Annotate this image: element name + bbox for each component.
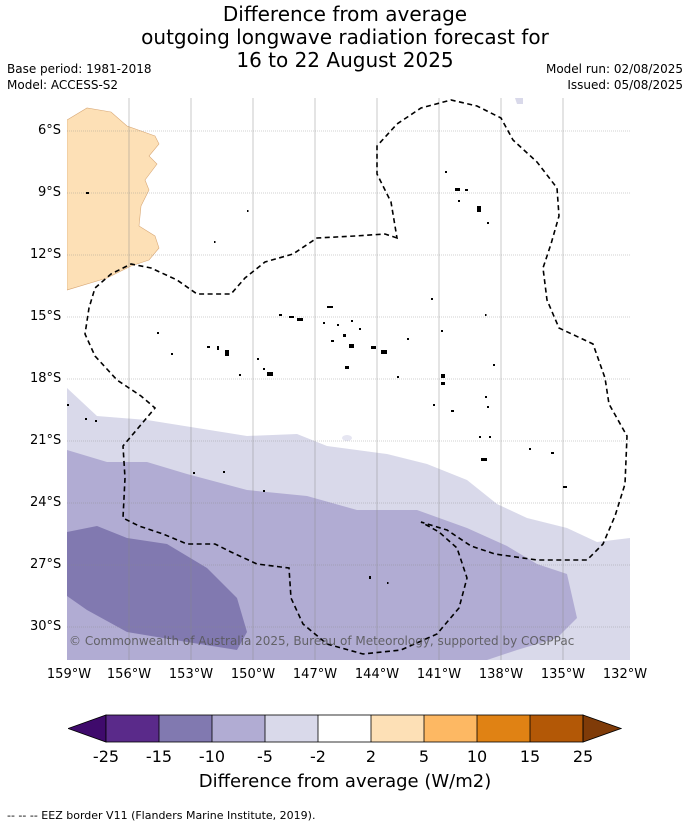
- anomaly-map: [67, 98, 630, 660]
- colorbar-tick-25: 25: [572, 747, 594, 766]
- copyright-notice: © Commonwealth of Australia 2025, Bureau…: [69, 634, 575, 648]
- title-line-3: 16 to 22 August 2025: [236, 48, 454, 72]
- eez-border: [84, 99, 628, 655]
- colorbar-frame: [105, 714, 584, 743]
- graticule: [67, 98, 630, 660]
- colorbar-tick-10: 10: [466, 747, 488, 766]
- shading-top-spot: [515, 98, 523, 104]
- colorbar-under-arrow: [68, 714, 107, 743]
- lon-label-135w: 135°W: [540, 667, 586, 682]
- lon-label-150w: 150°W: [230, 667, 276, 682]
- eez-legend-footer: -- -- -- EEZ border V11 (Flanders Marine…: [7, 809, 316, 822]
- lat-label-9s: 9°S: [37, 185, 61, 200]
- lon-label-132w: 132°W: [602, 667, 648, 682]
- colorbar-tick-neg5: -5: [257, 747, 273, 766]
- colorbar-tick-neg2: -2: [310, 747, 326, 766]
- lat-label-12s: 12°S: [30, 247, 62, 262]
- colorbar-bin-7: [424, 715, 477, 742]
- lat-label-30s: 30°S: [30, 619, 62, 634]
- colorbar-tick-neg15: -15: [145, 747, 173, 766]
- colorbar-tick-15: 15: [519, 747, 541, 766]
- lon-label-147w: 147°W: [292, 667, 338, 682]
- title-line-1: Difference from average: [222, 2, 468, 26]
- model-run-label: Model run: 02/08/2025: [545, 62, 683, 76]
- shading-neg-10-15: [67, 526, 247, 650]
- colorbar-bin-5: [318, 715, 371, 742]
- colorbar-bin-2: [159, 715, 212, 742]
- shading-spot: [342, 435, 352, 441]
- colorbar-bin-6: [371, 715, 424, 742]
- lon-label-159w: 159°W: [46, 667, 92, 682]
- colorbar-tick-2: 2: [365, 747, 377, 766]
- lat-label-27s: 27°S: [30, 557, 62, 572]
- lat-label-21s: 21°S: [30, 433, 62, 448]
- lon-label-144w: 144°W: [354, 667, 400, 682]
- colorbar-bin-4: [265, 715, 318, 742]
- colorbar-tick-5: 5: [418, 747, 430, 766]
- colorbar-bin-3: [212, 715, 265, 742]
- colorbar: [68, 714, 622, 743]
- shading-pos-2-5: [67, 107, 160, 291]
- lat-label-15s: 15°S: [30, 309, 62, 324]
- lon-label-153w: 153°W: [168, 667, 214, 682]
- issued-label: Issued: 05/08/2025: [567, 78, 683, 92]
- lat-label-24s: 24°S: [30, 495, 62, 510]
- colorbar-bin-8: [477, 715, 530, 742]
- colorbar-dividers: [158, 715, 531, 742]
- lon-label-138w: 138°W: [478, 667, 524, 682]
- lon-label-156w: 156°W: [106, 667, 152, 682]
- map-canvas: [67, 98, 630, 660]
- colorbar-bin-1: [106, 715, 159, 742]
- colorbar-tick-neg10: -10: [198, 747, 226, 766]
- colorbar-title: Difference from average (W/m2): [198, 771, 492, 792]
- lat-label-18s: 18°S: [30, 371, 62, 386]
- title-line-2: outgoing longwave radiation forecast for: [141, 25, 549, 49]
- islands: [67, 171, 567, 584]
- base-period-label: Base period: 1981-2018: [7, 62, 152, 76]
- model-label: Model: ACCESS-S2: [7, 78, 119, 92]
- colorbar-tick-neg25: -25: [92, 747, 120, 766]
- colorbar-over-arrow: [582, 714, 622, 743]
- lon-label-141w: 141°W: [416, 667, 462, 682]
- lat-label-6s: 6°S: [37, 123, 61, 138]
- colorbar-bin-9: [530, 715, 583, 742]
